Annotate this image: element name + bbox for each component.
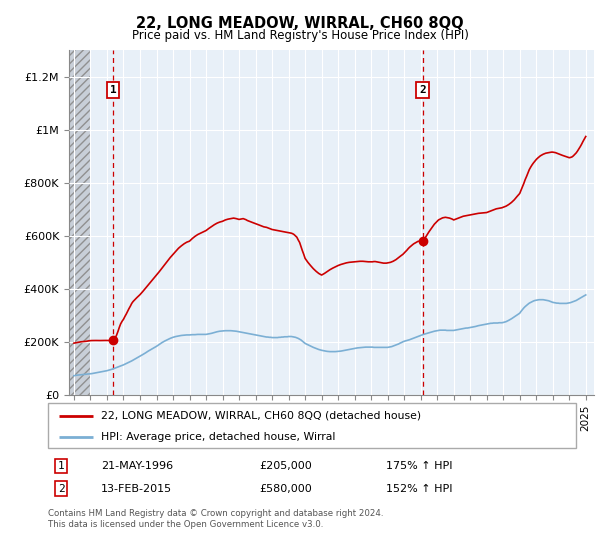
Text: Contains HM Land Registry data © Crown copyright and database right 2024.
This d: Contains HM Land Registry data © Crown c… xyxy=(48,510,383,529)
Bar xyxy=(69,50,91,395)
Text: 2: 2 xyxy=(58,483,65,493)
Text: £580,000: £580,000 xyxy=(259,483,312,493)
Text: 152% ↑ HPI: 152% ↑ HPI xyxy=(386,483,452,493)
Text: 175% ↑ HPI: 175% ↑ HPI xyxy=(386,461,452,471)
Text: Price paid vs. HM Land Registry's House Price Index (HPI): Price paid vs. HM Land Registry's House … xyxy=(131,29,469,42)
Text: HPI: Average price, detached house, Wirral: HPI: Average price, detached house, Wirr… xyxy=(101,432,335,442)
FancyBboxPatch shape xyxy=(48,403,576,448)
Text: £205,000: £205,000 xyxy=(259,461,312,471)
Text: 22, LONG MEADOW, WIRRAL, CH60 8QQ: 22, LONG MEADOW, WIRRAL, CH60 8QQ xyxy=(136,16,464,31)
Text: 2: 2 xyxy=(419,85,426,95)
Text: 21-MAY-1996: 21-MAY-1996 xyxy=(101,461,173,471)
Text: 1: 1 xyxy=(110,85,116,95)
Text: 22, LONG MEADOW, WIRRAL, CH60 8QQ (detached house): 22, LONG MEADOW, WIRRAL, CH60 8QQ (detac… xyxy=(101,410,421,421)
Text: 1: 1 xyxy=(58,461,65,471)
Text: 13-FEB-2015: 13-FEB-2015 xyxy=(101,483,172,493)
